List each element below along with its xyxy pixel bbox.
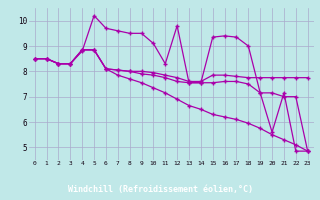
Text: Windchill (Refroidissement éolien,°C): Windchill (Refroidissement éolien,°C) xyxy=(68,185,252,194)
